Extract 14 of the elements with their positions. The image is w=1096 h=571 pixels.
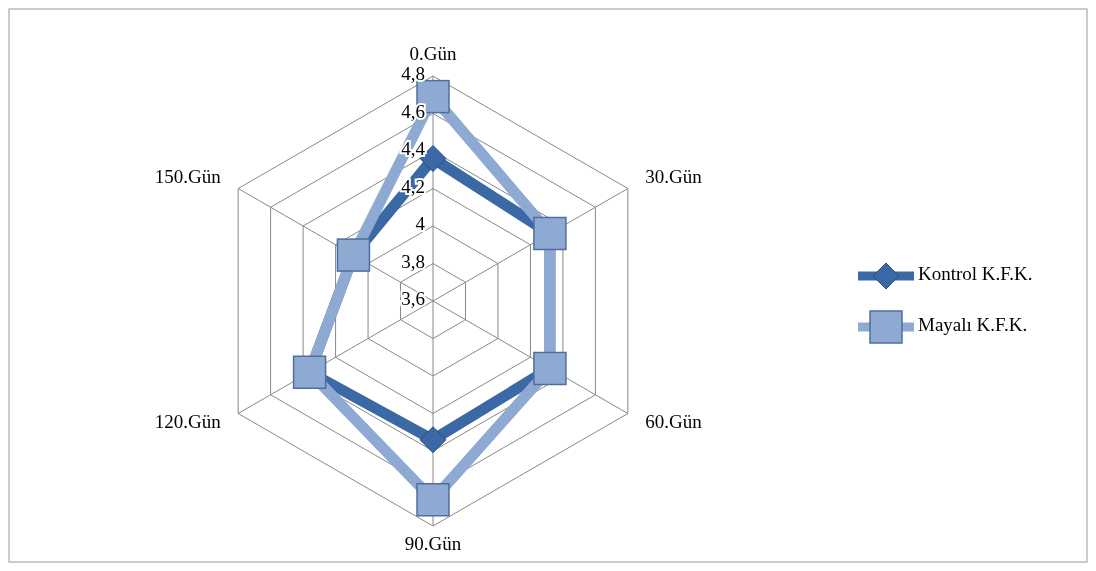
y-tick-label: 4,4 — [401, 138, 426, 160]
spoke-label: 30.Gün — [645, 165, 703, 187]
y-tick-label: 4,8 — [401, 63, 425, 85]
legend-label: Kontrol K.F.K. — [918, 263, 1033, 285]
y-tick-label: 4,6 — [401, 100, 425, 122]
y-tick-label: 4 — [415, 213, 426, 235]
spoke-label: 150.Gün — [154, 165, 222, 187]
legend-label: Mayalı K.F.K. — [918, 314, 1028, 336]
spoke-label: 120.Gün — [154, 410, 222, 432]
spoke-label: 60.Gün — [645, 410, 703, 432]
spoke-label: 90.Gün — [404, 533, 462, 555]
spoke-label: 0.Gün — [409, 43, 457, 65]
y-tick-label: 3,8 — [401, 250, 425, 272]
y-tick-label: 3,6 — [401, 288, 425, 310]
